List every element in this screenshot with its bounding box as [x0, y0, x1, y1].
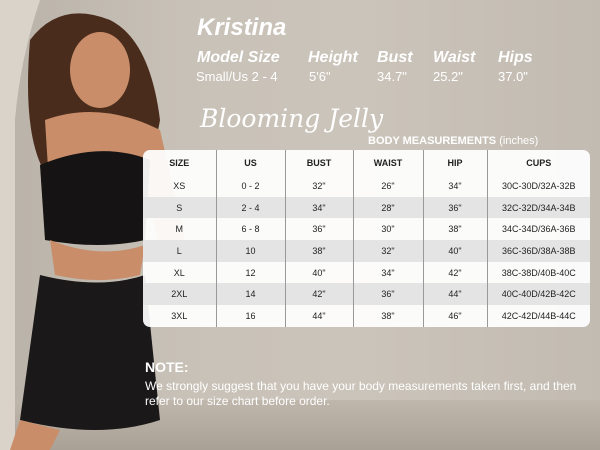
size-chart: SIZE US BUST WAIST HIP CUPS XS 0 - 2 32" 26" 34" 3…: [143, 150, 590, 327]
label-waist: Waist: [433, 49, 476, 66]
label-model-size: Model Size: [197, 49, 280, 66]
value-height: 5'6": [309, 69, 331, 84]
table-cell: 34": [284, 196, 353, 219]
table-cell: 12: [215, 261, 285, 284]
value-hips: 37.0": [498, 69, 528, 84]
table-cell: 0 - 2: [215, 175, 285, 197]
table-cell: 44": [284, 305, 353, 327]
table-cell: 38": [352, 305, 423, 327]
table-cell: 44": [422, 283, 487, 306]
table-cell: 34": [422, 175, 487, 197]
column-header: HIP: [422, 150, 487, 175]
value-bust: 34.7": [377, 69, 407, 84]
table-cell: XL: [173, 267, 185, 278]
table-title-text: BODY MEASUREMENTS: [368, 135, 497, 147]
model-photo: [0, 0, 185, 450]
table-cell: 34C-34D/36A-36B: [486, 218, 590, 241]
column-header: WAIST: [352, 150, 423, 175]
table-row: XL 12 40" 34" 42" 38C-38D/40B-40C: [143, 261, 590, 284]
model-name: Kristina: [197, 14, 287, 41]
label-bust: Bust: [377, 49, 413, 66]
table-cell: 40": [422, 240, 487, 262]
table-cell: M: [175, 224, 184, 235]
table-cell: 3XL: [171, 310, 188, 321]
table-cell: 30C-30D/32A-32B: [486, 175, 590, 197]
table-cell: 46": [422, 305, 487, 327]
table-cell: 14: [215, 283, 285, 306]
table-cell: 42C-42D/44B-44C: [486, 305, 590, 327]
column-header: CUPS: [486, 150, 590, 175]
table-cell: 10: [215, 240, 285, 262]
label-height: Height: [308, 49, 358, 66]
table-cell: 42": [284, 283, 353, 306]
table-cell: 34": [352, 261, 423, 284]
note-title: NOTE:: [145, 359, 189, 375]
table-cell: 36": [422, 196, 487, 219]
table-cell: 36C-36D/38A-38B: [486, 240, 590, 262]
column-header: BUST: [284, 150, 353, 175]
table-cell: 38C-38D/40B-40C: [486, 261, 590, 284]
table-cell: 32": [352, 240, 423, 262]
table-unit: (inches): [499, 135, 539, 147]
table-cell: 38": [284, 240, 353, 262]
value-model-size: Small/Us 2 - 4: [196, 69, 278, 84]
table-cell: 2XL: [143, 283, 216, 306]
table-cell: 30": [352, 218, 423, 241]
table-row: 3XL 16 44" 38" 46" 42C-42D/44B-44C: [143, 305, 590, 327]
table-cell: L: [143, 240, 216, 262]
table-cell: 26": [352, 175, 423, 197]
table-cell: 16: [215, 305, 285, 327]
column-header: SIZE: [169, 157, 190, 168]
table-cell: 36": [352, 283, 423, 306]
table-cell: 6 - 8: [215, 218, 285, 241]
table-cell: 38": [422, 218, 487, 241]
table-cell: 2 - 4: [215, 196, 285, 219]
table-cell: 32C-32D/34A-34B: [486, 196, 590, 219]
table-cell: 28": [352, 196, 423, 219]
table-cell: 32": [284, 175, 353, 197]
table-cell: 36": [284, 218, 353, 241]
label-hips: Hips: [498, 49, 533, 66]
table-row: M 6 - 8 36" 30" 38" 34C-34D/36A-36B: [143, 218, 590, 241]
table-cell: 40": [284, 261, 353, 284]
table-row: L 10 38" 32" 40" 36C-36D/38A-38B: [143, 240, 590, 262]
brand-logo: Blooming Jelly: [200, 104, 384, 133]
table-cell: 40C-40D/42B-42C: [486, 283, 590, 306]
table-cell: S: [143, 196, 216, 219]
table-title: BODY MEASUREMENTS (inches): [368, 135, 538, 147]
note-text: We strongly suggest that you have your b…: [145, 379, 577, 408]
table-row: 2XL 14 42" 36" 44" 40C-40D/42B-42C: [143, 283, 590, 306]
table-cell: 42": [422, 261, 487, 284]
column-header: US: [215, 150, 285, 175]
table-row: XS 0 - 2 32" 26" 34" 30C-30D/32A-32B: [143, 175, 590, 197]
table-cell: XS: [173, 180, 186, 191]
value-waist: 25.2": [433, 69, 463, 84]
